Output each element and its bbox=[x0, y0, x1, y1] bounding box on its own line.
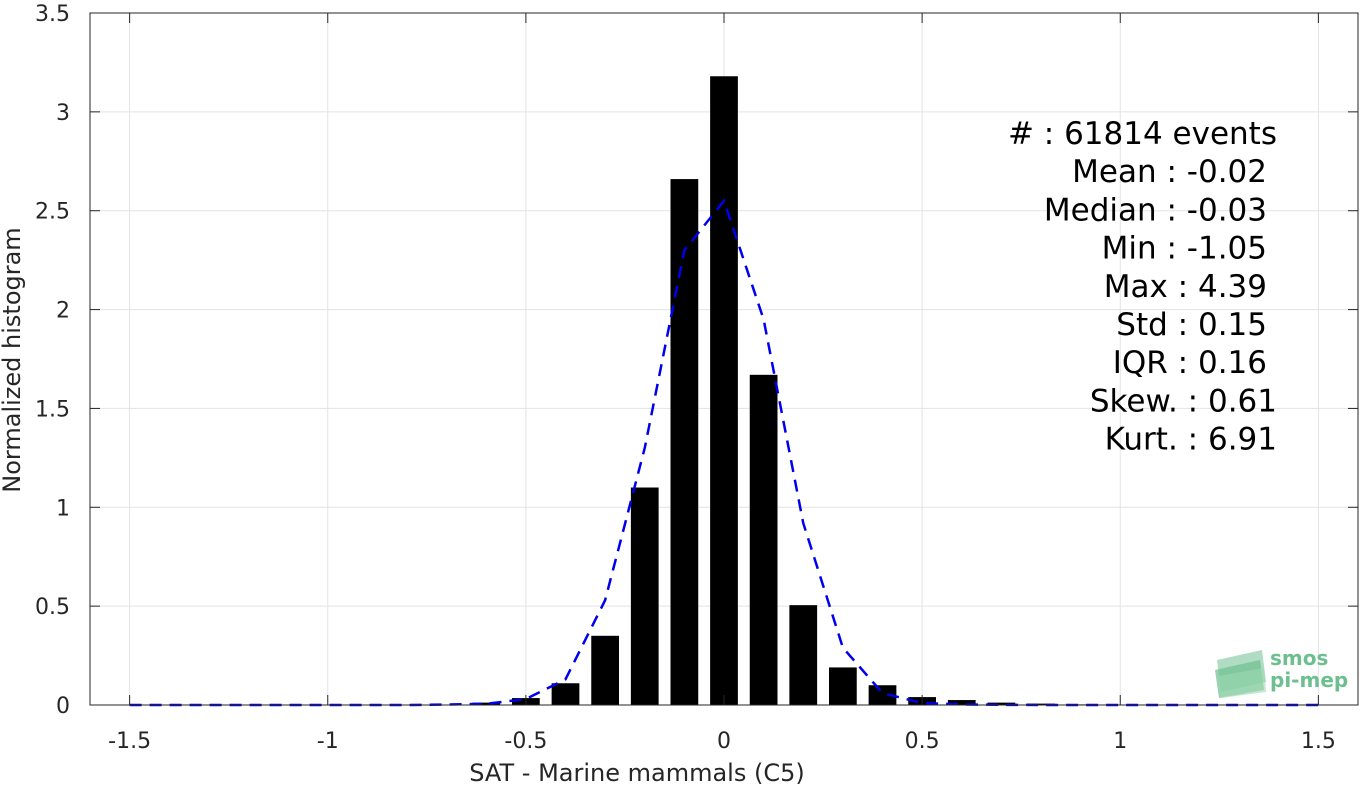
x-tick-label: 1.5 bbox=[1301, 729, 1336, 754]
y-tick-label: 3 bbox=[56, 101, 70, 126]
histogram-bar bbox=[987, 702, 1016, 705]
stat-line: Max : 4.39 bbox=[1104, 269, 1267, 305]
histogram-bar bbox=[710, 76, 738, 706]
logo-text-pimep: pi-mep bbox=[1270, 668, 1348, 692]
stat-label: Median bbox=[1044, 192, 1167, 228]
stat-value: : 0.16 bbox=[1178, 345, 1267, 381]
stat-value: : 4.39 bbox=[1178, 269, 1267, 305]
stat-line: IQR : 0.16 bbox=[1113, 345, 1267, 381]
y-tick-label: 2 bbox=[56, 299, 70, 324]
stat-label: Kurt. bbox=[1105, 422, 1188, 458]
stat-line: Median : -0.03 bbox=[1044, 192, 1267, 228]
y-axis-label: Normalized histogram bbox=[0, 227, 26, 492]
stat-label: # bbox=[1008, 116, 1044, 152]
histogram-bar bbox=[789, 605, 818, 705]
histogram-bar bbox=[947, 700, 976, 705]
stat-line: Min : -1.05 bbox=[1102, 231, 1267, 267]
logo-text-smos: smos bbox=[1270, 646, 1328, 670]
stat-line: # : 61814 events bbox=[1008, 116, 1277, 152]
stat-value: : -0.03 bbox=[1166, 192, 1267, 228]
histogram-bars bbox=[472, 76, 1095, 706]
histogram-bar bbox=[630, 487, 659, 705]
histogram-bar bbox=[868, 685, 897, 705]
stat-value: : 0.15 bbox=[1178, 307, 1267, 343]
histogram-bar bbox=[749, 374, 778, 705]
x-tick-label: -0.5 bbox=[504, 729, 547, 754]
stat-label: Max bbox=[1104, 269, 1178, 305]
y-tick-labels: 0 0.5 1 1.5 2 2.5 3 3.5 bbox=[35, 2, 70, 719]
x-tick-label: 0 bbox=[717, 729, 731, 754]
stat-value: : 6.91 bbox=[1188, 422, 1277, 458]
stat-value: : 0.61 bbox=[1188, 383, 1277, 419]
stat-line: Kurt. : 6.91 bbox=[1105, 422, 1277, 458]
y-tick-label: 1.5 bbox=[35, 397, 70, 422]
histogram-bar bbox=[591, 635, 619, 705]
x-tick-labels: -1.5 -1 -0.5 0 0.5 1 1.5 bbox=[108, 729, 1336, 754]
y-tick-label: 2.5 bbox=[35, 200, 70, 225]
stat-line: Mean : -0.02 bbox=[1072, 154, 1267, 190]
smos-pimep-logo: smos pi-mep bbox=[1215, 646, 1348, 698]
stat-label: IQR bbox=[1113, 345, 1178, 381]
y-tick-label: 0.5 bbox=[35, 595, 70, 620]
stat-value: : -1.05 bbox=[1166, 231, 1267, 267]
stat-label: Mean bbox=[1072, 154, 1166, 190]
stat-line: Std : 0.15 bbox=[1116, 307, 1267, 343]
tick-marks bbox=[90, 12, 1358, 706]
stat-label: Std bbox=[1116, 307, 1177, 343]
histogram-bar bbox=[829, 667, 857, 705]
histogram-bar bbox=[1027, 703, 1055, 705]
stat-label: Skew. bbox=[1090, 383, 1188, 419]
histogram-bar bbox=[670, 179, 699, 705]
y-tick-label: 1 bbox=[56, 496, 70, 521]
stat-value: : 61814 events bbox=[1044, 116, 1277, 152]
x-tick-label: 0.5 bbox=[905, 729, 940, 754]
stat-label: Min bbox=[1102, 231, 1167, 267]
histogram-bar bbox=[472, 702, 501, 705]
x-axis-label: SAT - Marine mammals (C5) bbox=[469, 759, 804, 785]
histogram-bar bbox=[551, 683, 580, 705]
logo-layers-icon bbox=[1215, 650, 1266, 698]
y-tick-label: 0 bbox=[56, 694, 70, 719]
x-tick-label: 1 bbox=[1113, 729, 1127, 754]
y-tick-label: 3.5 bbox=[35, 2, 70, 27]
stat-line: Skew. : 0.61 bbox=[1090, 383, 1277, 419]
x-tick-label: -1 bbox=[317, 729, 339, 754]
stat-value: : -0.02 bbox=[1166, 154, 1267, 190]
x-tick-label: -1.5 bbox=[108, 729, 151, 754]
